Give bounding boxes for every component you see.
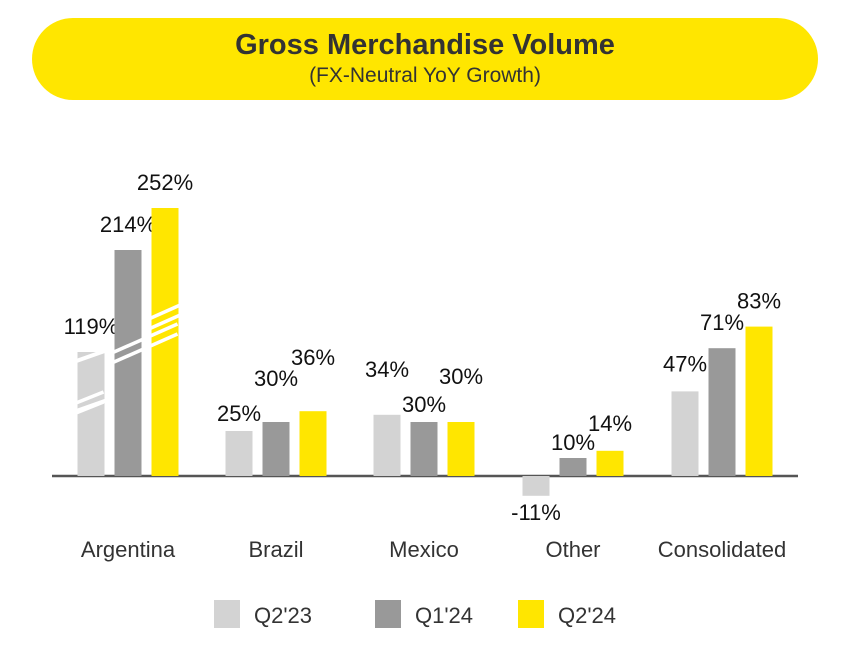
legend-label-q2-23: Q2'23 [254,603,312,628]
legend-label-q1-24: Q1'24 [415,603,473,628]
bar-other-q1-24 [559,458,587,476]
data-label-consolidated-q2-23: 47% [663,351,707,376]
bar-other-q2-23 [522,476,550,496]
data-label-mexico-q2-23: 34% [365,357,409,382]
legend-swatch-q2-24 [518,600,544,628]
data-label-mexico-q1-24: 30% [402,392,446,417]
data-label-brazil-q2-23: 25% [217,401,261,426]
bar-brazil-q2-23 [225,431,253,476]
legend-label-q2-24: Q2'24 [558,603,616,628]
break-mark [72,348,109,364]
category-label-argentina: Argentina [81,537,176,562]
axis-break-marks [72,302,184,416]
bar-mexico-q2-24 [447,422,475,476]
bar-consolidated-q2-24 [745,326,773,476]
chart-subtitle: (FX-Neutral YoY Growth) [309,64,541,87]
data-label-mexico-q2-24: 30% [439,364,483,389]
bar-brazil-q1-24 [262,422,290,476]
data-label-other-q1-24: 10% [551,430,595,455]
bar-mexico-q2-23 [373,414,401,476]
data-label-brazil-q2-24: 36% [291,345,335,370]
break-mark [145,312,184,332]
bar-argentina-q1-24 [114,250,142,476]
break-mark [145,302,184,322]
legend-swatch-q2-23 [214,600,240,628]
chart-title: Gross Merchandise Volume [235,29,615,61]
data-label-brazil-q1-24: 30% [254,366,298,391]
bar-mexico-q1-24 [410,422,438,476]
data-label-argentina-q1-24: 214% [100,212,156,237]
category-label-consolidated: Consolidated [658,537,786,562]
bar-argentina-q2-23 [77,352,105,476]
data-label-consolidated-q2-24: 83% [737,289,781,314]
category-label-brazil: Brazil [248,537,303,562]
category-label-mexico: Mexico [389,537,459,562]
legend-swatch-q1-24 [375,600,401,628]
break-mark [72,400,105,416]
data-label-consolidated-q1-24: 71% [700,310,744,335]
bar-consolidated-q2-23 [671,391,699,476]
category-label-other: Other [545,537,600,562]
data-label-other-q2-23: -11% [511,500,561,525]
break-mark [108,322,179,356]
data-label-other-q2-24: 14% [588,411,632,436]
data-label-argentina-q2-24: 252% [137,170,193,195]
bar-consolidated-q1-24 [708,348,736,476]
bar-brazil-q2-24 [299,411,327,476]
data-label-argentina-q2-23: 119% [64,314,119,339]
title-banner: Gross Merchandise Volume (FX-Neutral YoY… [32,18,818,100]
break-mark [72,390,105,406]
break-mark [108,332,179,366]
bar-other-q2-24 [596,450,624,476]
